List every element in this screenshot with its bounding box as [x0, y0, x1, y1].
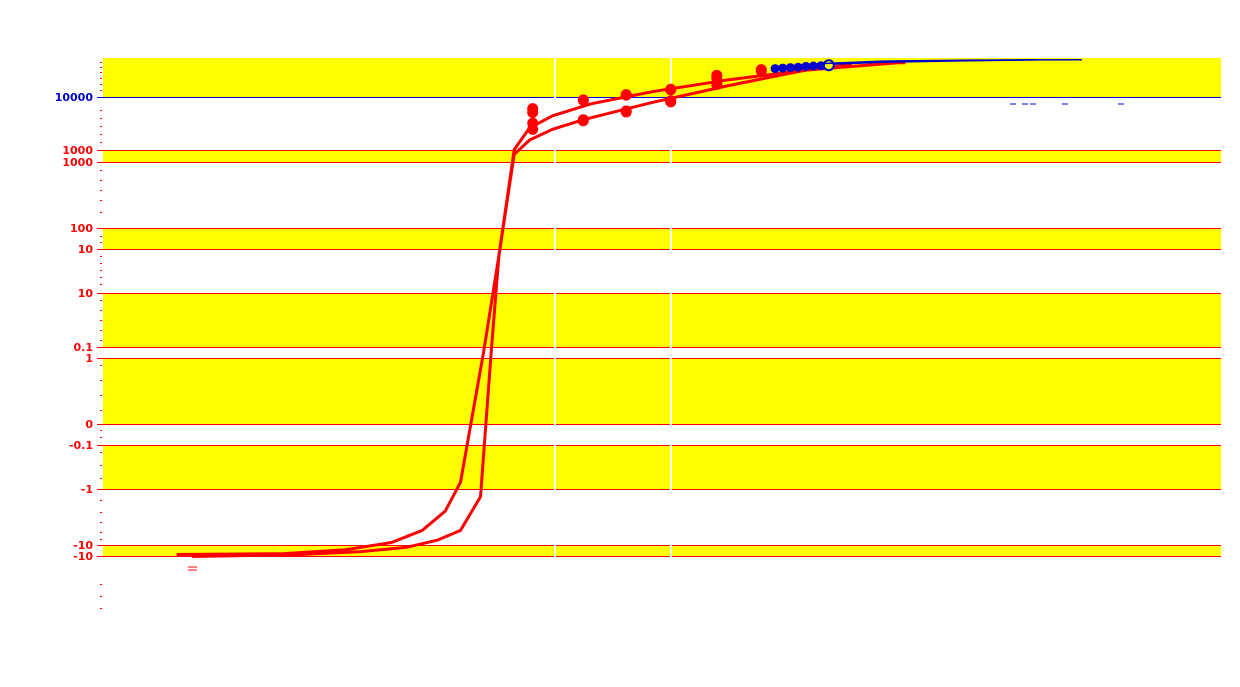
y-minor-tick [100, 584, 102, 585]
series-0-point [527, 123, 539, 135]
y-minor-tick [100, 608, 102, 609]
y-tick-label: 1000 [62, 156, 93, 169]
y-tick-label: 10000 [55, 91, 94, 104]
y-tick-label: 0 [85, 418, 93, 431]
y-minor-tick [100, 330, 102, 331]
y-tick-label: 10 [78, 287, 94, 300]
y-tick-label: 10 [78, 243, 94, 256]
y-tick-label: 100 [70, 222, 93, 235]
y-minor-tick [100, 539, 102, 540]
series-0-point [527, 107, 539, 118]
y-minor-tick [100, 340, 102, 341]
y-minor-tick [100, 78, 102, 79]
y-minor-tick [100, 380, 102, 381]
y-minor-tick [100, 67, 102, 68]
y-minor-tick [100, 430, 102, 431]
y-minor-tick [100, 142, 102, 143]
chart-bands [103, 58, 1221, 556]
series-2-point [785, 63, 795, 73]
y-minor-tick [100, 270, 102, 271]
band-2 [103, 228, 1221, 249]
y-minor-tick [100, 277, 102, 278]
series-1-point [665, 96, 677, 108]
y-minor-tick [100, 465, 102, 466]
y-tick-label: 1 [85, 352, 93, 365]
y-tick-label: 0.1 [74, 341, 94, 354]
y-minor-tick [100, 320, 102, 321]
series-1-line [192, 63, 852, 558]
y-minor-tick [100, 236, 102, 237]
y-minor-tick [100, 190, 102, 191]
highlight-point [822, 59, 835, 72]
y-minor-tick [100, 263, 102, 264]
y-tick-label: -1 [81, 483, 93, 496]
series-1-point [577, 115, 589, 127]
y-minor-tick [100, 90, 102, 91]
y-minor-tick [100, 170, 102, 171]
y-minor-tick [100, 365, 102, 366]
y-minor-tick [100, 437, 102, 438]
y-minor-tick [100, 310, 102, 311]
y-minor-tick [100, 522, 102, 523]
y-tick-label: -10 [73, 539, 93, 552]
y-minor-tick [100, 72, 102, 73]
series-0-point [665, 84, 677, 96]
y-minor-tick [100, 134, 102, 135]
y-minor-tick [100, 180, 102, 181]
band-3 [103, 293, 1221, 347]
chart-gridlines [103, 97, 1221, 557]
series-3-line [775, 58, 1036, 69]
y-minor-tick [100, 452, 102, 453]
chart-series [176, 58, 1220, 571]
y-minor-tick [100, 410, 102, 411]
y-tick-label: -0.1 [69, 439, 93, 452]
y-minor-tick [100, 256, 102, 257]
y-minor-tick [100, 478, 102, 479]
y-minor-tick [100, 532, 102, 533]
y-minor-tick [100, 200, 102, 201]
y-minor-tick [100, 596, 102, 597]
y-minor-tick [100, 118, 102, 119]
y-minor-tick [100, 242, 102, 243]
y-tick-label: 1000 [62, 144, 93, 157]
band-5 [103, 445, 1221, 489]
series-2-point [770, 64, 780, 74]
band-1 [103, 150, 1221, 162]
series-0-point [620, 89, 632, 101]
y-minor-tick [100, 284, 102, 285]
chart-vertical-dividers [554, 58, 672, 557]
series-1-point [620, 106, 632, 118]
y-minor-tick [100, 126, 102, 127]
y-minor-tick [100, 110, 102, 111]
series-1-point [755, 65, 767, 77]
y-minor-tick [100, 395, 102, 396]
y-minor-tick [100, 212, 102, 213]
y-minor-tick [100, 512, 102, 513]
series-1-point [711, 79, 723, 90]
y-minor-tick [100, 84, 102, 85]
series-0-point [577, 94, 589, 106]
y-minor-tick [100, 500, 102, 501]
y-minor-tick [100, 62, 102, 63]
band-4 [103, 358, 1221, 424]
band-6 [103, 545, 1221, 556]
y-minor-tick [100, 300, 102, 301]
y-tick-label: -10 [73, 550, 93, 563]
